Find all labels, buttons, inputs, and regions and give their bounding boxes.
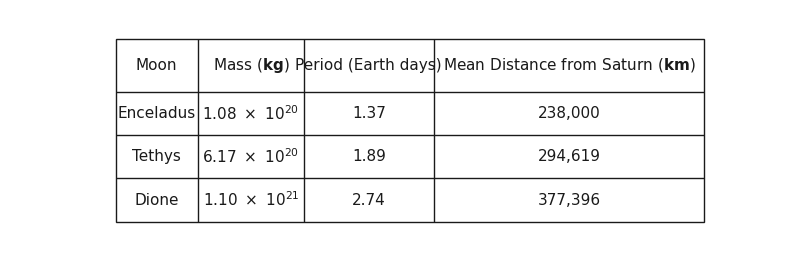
Text: Mean Distance from Saturn ($\mathbf{km}$): Mean Distance from Saturn ($\mathbf{km}$… [442, 56, 695, 74]
Text: Period (Earth days): Period (Earth days) [295, 58, 442, 73]
Text: Enceladus: Enceladus [118, 106, 196, 121]
Text: 238,000: 238,000 [538, 106, 601, 121]
Text: 294,619: 294,619 [538, 149, 601, 164]
Text: Tethys: Tethys [132, 149, 181, 164]
Text: $1.08\ \times\ 10^{20}$: $1.08\ \times\ 10^{20}$ [202, 104, 299, 123]
Text: Moon: Moon [136, 58, 178, 73]
Text: $1.10\ \times\ 10^{21}$: $1.10\ \times\ 10^{21}$ [202, 191, 299, 209]
Text: 1.89: 1.89 [352, 149, 386, 164]
Text: 377,396: 377,396 [538, 192, 601, 207]
Text: 1.37: 1.37 [352, 106, 386, 121]
Text: $6.17\ \times\ 10^{20}$: $6.17\ \times\ 10^{20}$ [202, 147, 299, 166]
Text: Mass ($\mathbf{kg}$): Mass ($\mathbf{kg}$) [213, 56, 290, 75]
Text: 2.74: 2.74 [352, 192, 386, 207]
Text: Dione: Dione [134, 192, 179, 207]
